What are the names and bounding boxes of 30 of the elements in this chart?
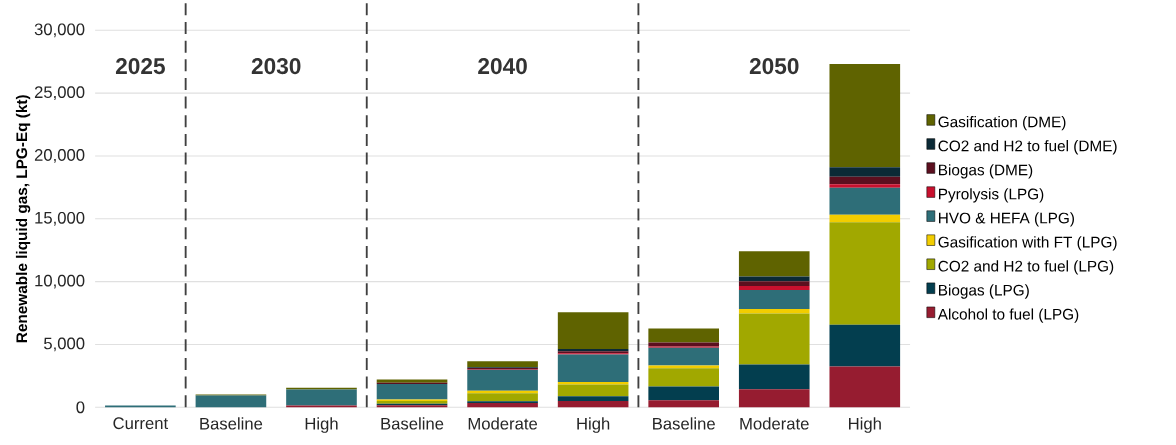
legend-label: CO2 and H2 to fuel (DME) bbox=[938, 140, 1117, 155]
legend-label: Gasification (DME) bbox=[938, 116, 1066, 131]
legend-label: Biogas (LPG) bbox=[939, 284, 1029, 299]
x-tick-label: Baseline bbox=[200, 417, 263, 430]
annotation: 2040 bbox=[478, 58, 527, 75]
legend-label: Alcohol to fuel (LPG) bbox=[937, 308, 1079, 323]
legend-label: HVO & HEFA (LPG) bbox=[939, 212, 1074, 227]
annotation: 2030 bbox=[251, 58, 301, 75]
legend-label: Pyrolysis (LPG) bbox=[939, 188, 1044, 203]
x-tick-label: High bbox=[305, 417, 338, 433]
y-tick-label: 5,000 bbox=[44, 337, 85, 352]
y-tick-label: 25,000 bbox=[34, 86, 85, 101]
x-tick-label: Baseline bbox=[381, 417, 444, 430]
annotation: 2025 bbox=[115, 58, 165, 75]
y-tick-label: 10,000 bbox=[35, 274, 85, 289]
x-tick-label: High bbox=[849, 417, 881, 433]
y-tick-label: 0 bbox=[76, 401, 85, 414]
x-tick-label: Moderate bbox=[468, 417, 538, 430]
y-tick-label: 30,000 bbox=[34, 23, 85, 38]
legend-label: Gasification with FT (LPG) bbox=[938, 236, 1117, 251]
x-tick-label: High bbox=[577, 417, 610, 433]
y-tick-label: 15,000 bbox=[35, 211, 85, 226]
annotation: 2050 bbox=[749, 58, 799, 75]
y-tick-label: 20,000 bbox=[34, 149, 85, 163]
x-tick-label: Baseline bbox=[653, 417, 715, 430]
legend-label: CO2 and H2 to fuel (LPG) bbox=[938, 260, 1114, 275]
y-axis-title: Renewable liquid gas, LPG-Eq (kt) bbox=[15, 95, 31, 343]
x-tick-label: Moderate bbox=[740, 417, 809, 430]
x-tick-label: Current bbox=[113, 417, 169, 430]
legend-label: Biogas (DME) bbox=[939, 164, 1033, 179]
